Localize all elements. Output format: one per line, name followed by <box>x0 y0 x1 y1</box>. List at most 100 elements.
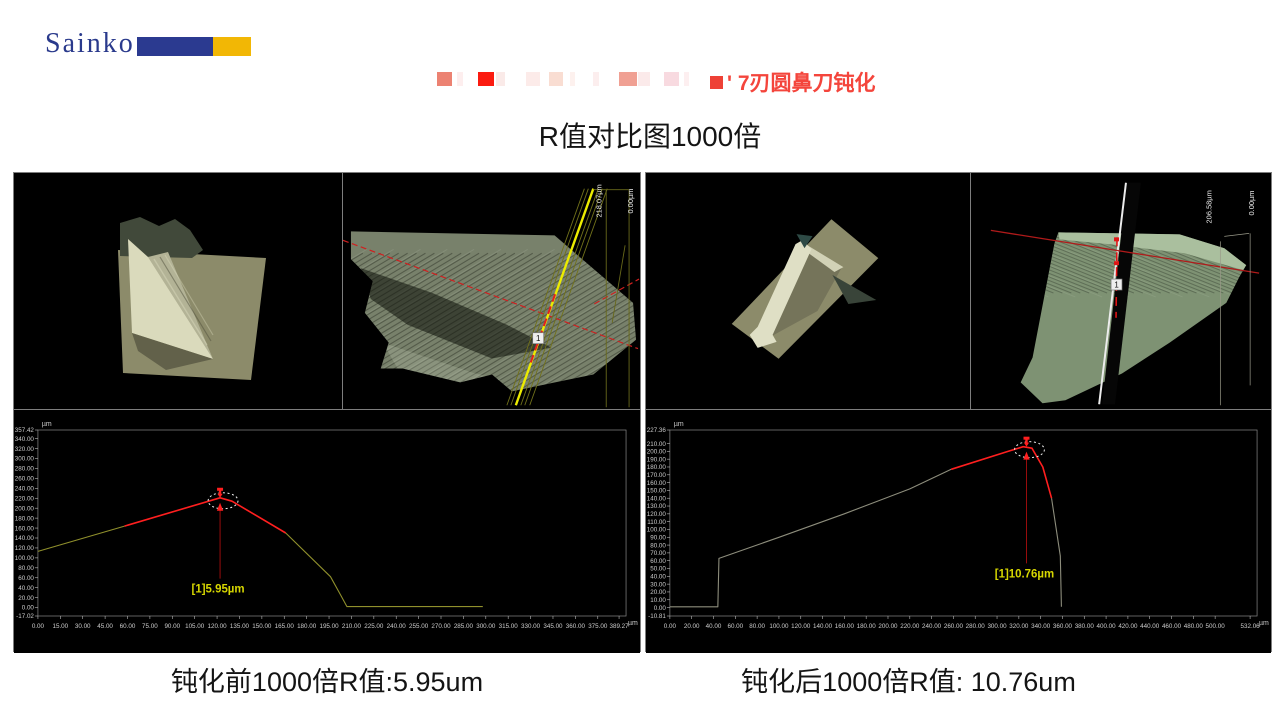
x-tick-label: 180.00 <box>297 623 317 630</box>
y-tick-label: 60.00 <box>18 575 34 582</box>
x-tick-label: 200.00 <box>878 623 898 630</box>
x-tick-label: 240.00 <box>387 623 407 630</box>
faded-square <box>638 72 650 86</box>
x-tick-label: 30.00 <box>75 623 91 630</box>
x-tick-label: 20.00 <box>684 623 700 630</box>
radius-annotation: [1]10.76µm <box>995 436 1054 580</box>
light-zone <box>382 342 502 385</box>
x-tick-label: 315.00 <box>499 623 519 630</box>
y-tick-label: 100.00 <box>647 527 667 534</box>
caption-before: 钝化前1000倍R值:5.95um <box>170 667 484 697</box>
x-tick-label: 195.00 <box>319 623 339 630</box>
legend-square-icon <box>710 75 723 89</box>
x-tick-label: 260.00 <box>944 623 964 630</box>
y-tick-label: 160.00 <box>647 480 667 487</box>
x-tick-label: 300.00 <box>476 623 496 630</box>
x-unit-label: µm <box>628 620 638 627</box>
x-tick-label: 180.00 <box>857 623 877 630</box>
section-shadow-band <box>1102 182 1141 405</box>
y-tick-label: 110.00 <box>647 519 666 526</box>
faded-square <box>619 72 637 86</box>
faded-square <box>664 72 679 86</box>
faded-square <box>684 72 689 86</box>
marker-label: 1 <box>536 334 541 343</box>
x-tick-label: 220.00 <box>900 623 920 630</box>
ridge-shadow <box>766 244 842 339</box>
x-tick-label: 90.00 <box>164 623 180 630</box>
measure-band <box>506 188 608 406</box>
y-tick-label: -10.81 <box>648 613 666 620</box>
profile-chart-before: 357.42 340.00 320.00 300.00 280.00 260.00 240.… <box>14 410 640 653</box>
y-unit-label: µm <box>674 421 684 428</box>
x-tick-label: 420.00 <box>1118 623 1138 630</box>
x-unit-label: µm <box>1259 620 1269 627</box>
scale-height-label: 218.07µm <box>594 184 603 217</box>
y-axis-ticks: 357.42 340.00 320.00 300.00 280.00 260.00 240.… <box>15 427 38 620</box>
x-tick-label: 480.00 <box>1184 623 1204 630</box>
x-tick-label: 360.00 <box>1053 623 1073 630</box>
logo-bar-yellow <box>213 37 251 56</box>
x-tick-label: 270.00 <box>431 623 451 630</box>
x-tick-label: 340.00 <box>1031 623 1051 630</box>
series-profile <box>669 468 952 608</box>
x-tick-label: 100.00 <box>769 623 789 630</box>
x-tick-label: 40.00 <box>706 623 722 630</box>
y-tick-label: 20.00 <box>18 595 34 602</box>
x-tick-label: 532.06 <box>1241 623 1261 630</box>
section-line-red <box>343 239 639 350</box>
views-row-after: 1 206.58µm 0.00µm <box>646 173 1271 410</box>
panel-after: 1 206.58µm 0.00µm 227.36 210.00 200.00 190.… <box>645 172 1272 653</box>
y-tick-label: 100.00 <box>15 555 35 562</box>
measure-segment-red <box>1114 237 1120 318</box>
view3d-before-top: 1 218.07µm 0.00µm <box>343 173 640 409</box>
faded-square <box>526 72 540 86</box>
y-tick-label: 180.00 <box>15 515 35 522</box>
series-profile <box>1051 498 1062 607</box>
faded-square <box>437 72 452 86</box>
x-tick-label: 345.00 <box>543 623 563 630</box>
x-tick-label: 330.00 <box>521 623 541 630</box>
x-tick-label: 60.00 <box>120 623 136 630</box>
faded-square <box>496 72 505 86</box>
measure-line-white <box>1098 182 1127 405</box>
y-tick-label: 0.00 <box>654 605 667 612</box>
y-unit-label: µm <box>42 421 52 428</box>
radius-circle <box>1014 441 1045 459</box>
section-line-red-2 <box>594 278 640 305</box>
view3d-after-top: 1 206.58µm 0.00µm <box>971 173 1271 409</box>
marker-label: 1 <box>1114 281 1119 290</box>
y-tick-label: 80.00 <box>650 542 666 549</box>
y-tick-label: 200.00 <box>647 449 667 456</box>
y-tick-label: 80.00 <box>18 565 34 572</box>
slide-title: R值对比图1000倍 <box>538 121 762 152</box>
x-tick-label: 165.00 <box>275 623 295 630</box>
x-axis-ticks: 0.00 20.00 40.00 60.00 80.00 100.00 120.00 140.… <box>664 616 1260 630</box>
y-tick-label: 60.00 <box>650 558 666 565</box>
section-line-red <box>990 229 1260 274</box>
ridge-shadow <box>132 333 213 370</box>
radius-value-label: [1]10.76µm <box>995 568 1054 580</box>
y-tick-label: 130.00 <box>647 503 667 510</box>
profile-series <box>669 445 1062 608</box>
plot-frame <box>37 429 627 617</box>
x-tick-label: 140.00 <box>813 623 833 630</box>
x-tick-label: 150.00 <box>252 623 272 630</box>
faded-square <box>593 72 599 86</box>
x-tick-label: 105.00 <box>185 623 205 630</box>
ridge-bright <box>749 240 812 348</box>
y-tick-label: 357.42 <box>15 427 35 434</box>
x-tick-label: 255.00 <box>409 623 429 630</box>
surface-dark-edge <box>120 217 203 258</box>
y-tick-label: 200.00 <box>15 505 35 512</box>
faded-square <box>457 72 463 86</box>
y-tick-label: 140.00 <box>647 495 667 502</box>
x-tick-label: 225.00 <box>364 623 384 630</box>
faded-square <box>570 72 575 86</box>
y-tick-label: 150.00 <box>647 488 667 495</box>
x-tick-label: 210.00 <box>342 623 362 630</box>
y-tick-label: 120.00 <box>647 511 667 518</box>
y-tick-label: 70.00 <box>650 550 666 557</box>
series-measured-section <box>124 497 287 534</box>
x-tick-label: 375.00 <box>588 623 608 630</box>
y-tick-label: 170.00 <box>647 472 667 479</box>
